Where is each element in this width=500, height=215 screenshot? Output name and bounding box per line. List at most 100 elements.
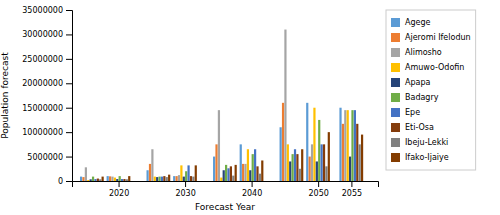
bar — [87, 180, 89, 181]
legend-swatch — [391, 78, 400, 87]
y-axis: 0 5000000 10000000 15000000 20000000 25000000… — [22, 6, 72, 186]
y-axis-tick: 20000000 — [22, 79, 72, 88]
bar — [356, 124, 358, 181]
bar — [176, 176, 178, 181]
y-axis-tick-label: 5000000 — [27, 153, 63, 162]
bar — [147, 170, 149, 181]
bar — [323, 144, 325, 181]
bar — [342, 124, 344, 181]
x-axis-line — [73, 182, 379, 188]
bar — [97, 179, 99, 181]
x-axis-tick-label: 2050 — [308, 189, 328, 198]
y-axis-tick-mark — [66, 132, 72, 133]
bar — [128, 176, 130, 181]
bar — [280, 127, 282, 181]
bar — [284, 30, 286, 181]
bar — [318, 120, 320, 181]
bar — [149, 164, 151, 181]
legend-label: Ibeju-Lekki — [405, 138, 448, 147]
y-axis-tick: 5000000 — [27, 153, 72, 162]
legend: Agege Ajeromi Ifelodun Alimosho Amuwo-Odofi… — [386, 10, 476, 170]
legend-frame — [386, 10, 476, 170]
bar — [213, 157, 215, 181]
y-axis-tick: 15000000 — [22, 104, 72, 113]
y-axis-tick: 10000000 — [22, 128, 72, 137]
bar — [232, 176, 234, 181]
y-axis-tick-label: 25000000 — [22, 55, 63, 64]
bar — [158, 177, 160, 181]
y-axis-tick-label: 0 — [58, 177, 63, 186]
bar — [163, 176, 165, 181]
bar-series — [82, 103, 344, 181]
bar — [252, 154, 254, 181]
bar — [301, 149, 303, 181]
legend-swatch — [391, 33, 400, 42]
bar — [102, 177, 104, 181]
bar — [289, 161, 291, 181]
x-axis-tick: 2050 — [308, 181, 328, 198]
x-axis-tick-mark — [185, 181, 186, 187]
bar-series — [102, 132, 364, 181]
bar — [92, 177, 94, 181]
bar — [215, 144, 217, 181]
bar — [311, 144, 313, 181]
bar-series — [85, 30, 347, 181]
legend-swatch — [391, 138, 400, 147]
x-axis-tick-mark — [252, 181, 253, 187]
legend-swatch — [391, 18, 400, 27]
bar — [309, 157, 311, 181]
y-axis-tick-mark — [66, 83, 72, 84]
legend-label: Ajeromi Ifelodun — [405, 33, 471, 42]
legend-item: Eti-Osa — [391, 123, 434, 132]
bar — [183, 177, 185, 181]
legend-item: Epe — [391, 108, 420, 117]
bar — [107, 176, 109, 181]
bar — [82, 177, 84, 181]
bar — [351, 110, 353, 181]
bar — [220, 178, 222, 181]
bar-series — [94, 110, 356, 181]
bar — [294, 149, 296, 181]
bar — [296, 154, 298, 181]
bar — [218, 110, 220, 181]
plot: 2020203020402050205505000000100000001500… — [0, 6, 475, 212]
bar — [114, 178, 116, 181]
legend-item: Alimosho — [391, 48, 442, 57]
chart: 2020203020402050205505000000100000001500… — [0, 0, 500, 215]
y-axis-tick-label: 30000000 — [22, 30, 63, 39]
legend-item: Agege — [391, 18, 431, 27]
bar-series — [87, 108, 349, 181]
bar — [339, 108, 341, 181]
bar — [185, 171, 187, 181]
bar — [192, 177, 194, 181]
bar — [190, 176, 192, 181]
y-axis-tick-mark — [66, 108, 72, 109]
legend-item: Ifako-Ijaiye — [391, 153, 449, 162]
bar — [282, 103, 284, 181]
bar — [359, 144, 361, 181]
bar — [178, 175, 180, 181]
y-axis-tick: 35000000 — [22, 6, 72, 15]
legend-item: Amuwo-Odofin — [391, 63, 464, 72]
bar — [361, 135, 363, 181]
x-axis-tick-label: 2040 — [242, 189, 262, 198]
x-axis-tick-label: 2055 — [342, 189, 362, 198]
x-axis-tick: 2040 — [242, 181, 262, 198]
y-axis-tick-label: 15000000 — [22, 104, 63, 113]
x-axis-tick: 2055 — [342, 181, 362, 198]
legend-label: Amuwo-Odofin — [405, 63, 464, 72]
bar — [306, 103, 308, 181]
bar — [80, 177, 82, 181]
bar — [223, 170, 225, 181]
bar — [85, 167, 87, 181]
legend-label: Epe — [405, 108, 420, 117]
bar — [256, 166, 258, 181]
bar — [347, 110, 349, 181]
legend-label: Ifako-Ijaiye — [405, 153, 449, 162]
legend-item: Ajeromi Ifelodun — [391, 33, 471, 42]
bar — [126, 179, 128, 181]
x-axis-tick: 2030 — [175, 181, 195, 198]
bar — [195, 165, 197, 181]
bar — [313, 108, 315, 181]
bar — [259, 174, 261, 181]
